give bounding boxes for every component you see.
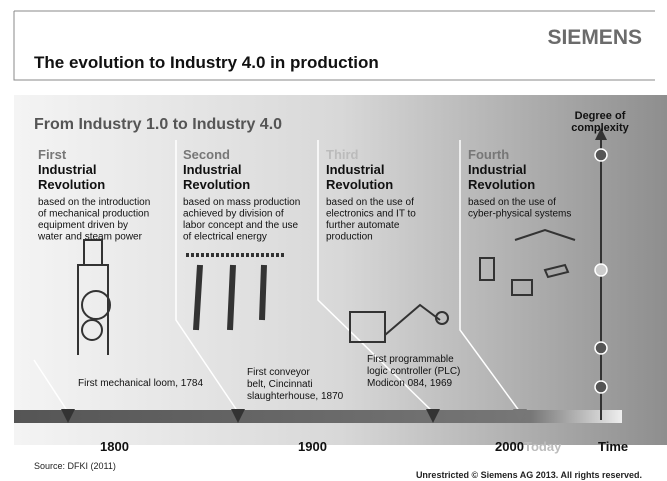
header-frame: [13, 10, 655, 81]
complexity-dots: [594, 148, 608, 394]
revolution-description: equipment driven by: [38, 220, 128, 231]
today-label: Today: [524, 439, 562, 454]
complexity-label: Degree of: [575, 110, 626, 122]
complexity-label: complexity: [571, 122, 629, 134]
revolution-label: Industrial: [468, 162, 527, 177]
wedges: [33, 140, 521, 413]
milestone: First conveyor: [247, 367, 310, 378]
revolution-ordinal: Fourth: [468, 147, 509, 162]
brand: SIEMENS: [547, 26, 642, 49]
revolution-label: Industrial: [38, 162, 97, 177]
subtitle: From Industry 1.0 to Industry 4.0: [34, 116, 282, 133]
title: The evolution to Industry 4.0 in product…: [34, 53, 379, 72]
icons: [77, 228, 576, 355]
revolution-label: Revolution: [38, 177, 105, 192]
revolution-description: based on the use of: [326, 197, 414, 208]
revolution-description: electronics and IT to: [326, 209, 416, 220]
revolution-description: production: [326, 232, 373, 243]
revolution-description: of mechanical production: [38, 209, 149, 220]
background: [14, 95, 667, 445]
revolution-label: Revolution: [326, 177, 393, 192]
time-label: 2000: [495, 439, 524, 454]
revolution-description: cyber-physical systems: [468, 209, 571, 220]
revolution-description: based on the introduction: [38, 197, 150, 208]
complexity-arrow: [595, 128, 607, 140]
revolution-description: achieved by division of: [183, 209, 284, 220]
revolution-description: water and steam power: [37, 232, 143, 243]
milestone: First mechanical loom, 1784: [78, 378, 203, 389]
time-label: 1800: [100, 439, 129, 454]
revolution-label: Revolution: [468, 177, 535, 192]
revolution-ordinal: Second: [183, 147, 230, 162]
milestone: logic controller (PLC): [367, 366, 460, 377]
revolution-description: further automate: [326, 220, 400, 231]
revolution-label: Revolution: [183, 177, 250, 192]
milestone: slaughterhouse, 1870: [247, 391, 344, 402]
time-axis-label: Time: [598, 439, 628, 454]
revolution-label: Industrial: [326, 162, 385, 177]
revolution-ordinal: Third: [326, 147, 359, 162]
milestone-markers: [61, 409, 527, 423]
milestone: belt, Cincinnati: [247, 379, 313, 390]
revolution-description: labor concept and the use: [183, 220, 299, 231]
revolution-label: Industrial: [183, 162, 242, 177]
time-label: 1900: [298, 439, 327, 454]
milestone: Modicon 084, 1969: [367, 378, 453, 389]
source: Source: DFKI (2011): [34, 461, 116, 471]
revolution-description: based on the use of: [468, 197, 556, 208]
footer: Unrestricted © Siemens AG 2013. All righ…: [416, 470, 642, 480]
time-bar: [14, 410, 622, 423]
revolution-description: based on mass production: [183, 197, 300, 208]
revolution-description: of electrical energy: [183, 232, 267, 243]
revolution-ordinal: First: [38, 147, 67, 162]
milestone: First programmable: [367, 354, 454, 365]
